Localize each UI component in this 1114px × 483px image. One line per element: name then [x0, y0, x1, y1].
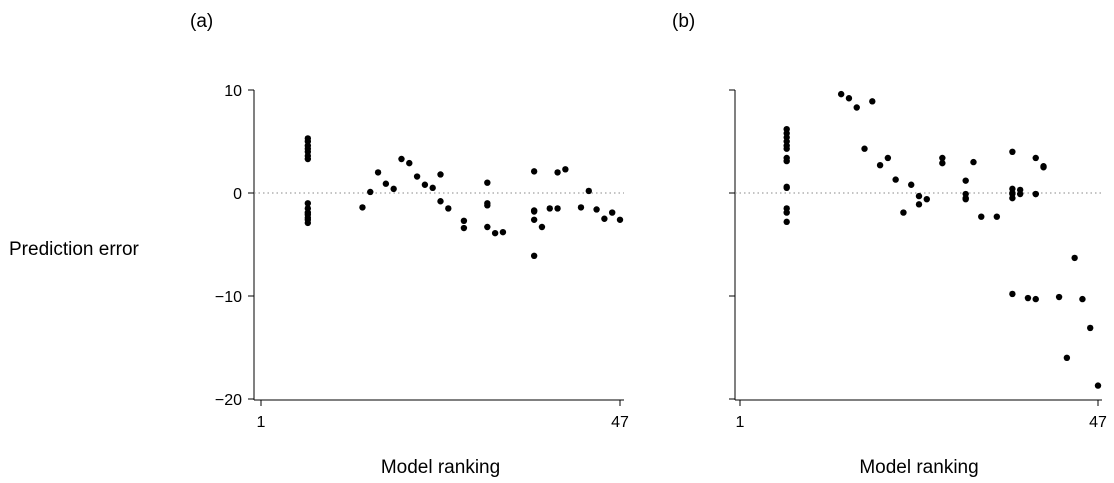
data-point [923, 195, 930, 203]
x-tick-label: 1 [257, 414, 266, 431]
data-point [1040, 164, 1047, 171]
data-point [484, 202, 491, 209]
data-point [1071, 254, 1078, 262]
data-point [530, 216, 538, 223]
data-point [892, 176, 899, 183]
data-point [359, 204, 366, 211]
data-point [460, 224, 468, 232]
data-point [1094, 382, 1102, 389]
data-point [585, 187, 592, 195]
data-point [783, 218, 790, 226]
data-point [304, 155, 312, 163]
data-point [908, 181, 915, 188]
panel-label-a: (a) [190, 11, 213, 32]
x-axis-title: Model ranking [859, 457, 978, 478]
panel-b: (b) 1 47 Model ranking [672, 11, 1107, 478]
data-point [837, 90, 845, 98]
data-point [900, 209, 907, 216]
data-point [783, 145, 790, 152]
data-point [554, 169, 561, 176]
data-point [915, 201, 923, 208]
data-point [445, 205, 452, 212]
data-point [593, 206, 600, 213]
data-point [1079, 295, 1086, 303]
data-point [861, 145, 868, 152]
data-point [499, 228, 507, 236]
data-point [783, 157, 790, 165]
data-point [304, 200, 312, 207]
data-point [993, 213, 1001, 220]
data-point [876, 161, 884, 169]
data-point [546, 205, 553, 212]
data-point [1009, 190, 1016, 198]
data-point [382, 180, 390, 187]
data-point [413, 173, 421, 180]
y-tick-label: 10 [224, 83, 242, 100]
data-point [939, 159, 946, 167]
data-point [484, 179, 491, 186]
data-point [884, 154, 892, 162]
data-point [939, 154, 946, 162]
data-point [562, 166, 569, 173]
data-point [1009, 290, 1016, 298]
data-point [429, 184, 436, 192]
data-point [530, 168, 538, 175]
data-point [577, 204, 585, 211]
data-point [1032, 295, 1039, 303]
data-point [484, 223, 491, 231]
data-point [538, 223, 546, 231]
data-point [1063, 354, 1071, 361]
data-point [962, 195, 969, 203]
data-point [304, 219, 312, 227]
panel-a: (a) 10 0 −10 −20 1 47 Model ranking [190, 11, 629, 478]
panel-label-b: (b) [672, 11, 695, 32]
data-point [783, 184, 790, 192]
data-point [554, 205, 561, 212]
data-point [845, 95, 853, 102]
x-tick-label: 1 [736, 414, 745, 431]
data-point [390, 185, 397, 193]
x-axis-title: Model ranking [381, 457, 500, 478]
data-point [1009, 148, 1016, 155]
data-point [962, 177, 969, 184]
data-point [406, 159, 413, 167]
data-point [1087, 324, 1094, 332]
y-tick-label: −20 [215, 392, 242, 409]
y-tick-label: 0 [233, 186, 242, 203]
data-point [530, 208, 538, 215]
data-point [1024, 294, 1032, 302]
data-point [374, 169, 382, 176]
data-point [460, 217, 468, 225]
y-axis-title: Prediction error [9, 239, 140, 260]
data-point [367, 188, 374, 196]
data-point [437, 171, 444, 178]
data-point [491, 229, 499, 237]
data-point [601, 215, 608, 222]
data-point [783, 209, 790, 216]
data-point [437, 198, 444, 205]
data-point [869, 98, 876, 105]
data-point [1032, 154, 1039, 162]
data-point [1032, 190, 1039, 198]
data-point [608, 209, 616, 216]
data-point [970, 158, 977, 166]
x-tick-label: 47 [611, 414, 629, 431]
data-point [398, 155, 405, 163]
data-point [530, 252, 538, 260]
data-point [915, 192, 923, 200]
data-point [853, 104, 860, 111]
data-point [421, 181, 429, 188]
y-tick-label: −10 [215, 289, 242, 306]
data-point [1016, 190, 1024, 198]
x-tick-label: 47 [1089, 414, 1107, 431]
data-point [616, 216, 624, 223]
data-point [978, 213, 985, 220]
data-point [1055, 293, 1063, 301]
